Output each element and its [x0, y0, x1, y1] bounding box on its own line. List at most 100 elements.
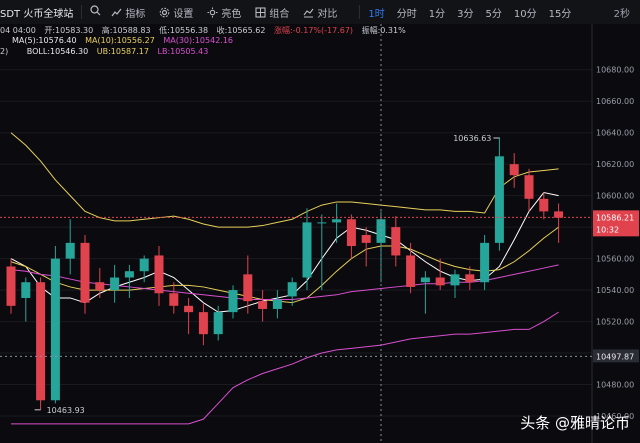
candle-body — [420, 277, 430, 283]
candle-body — [21, 282, 31, 298]
interval-15m[interactable]: 15分 — [548, 8, 572, 20]
info-ma5: MA(5):10576.40 — [12, 36, 77, 45]
candle-body — [509, 164, 519, 176]
annotation-low: 10463.93 — [47, 406, 85, 415]
settings-label: 设置 — [173, 8, 194, 20]
candle-body — [539, 198, 549, 212]
candle-down — [36, 277, 46, 410]
layout-button[interactable]: 组合 — [255, 5, 289, 20]
last-price-value: 10586.21 — [596, 213, 634, 222]
price-countdown: 10:32 — [596, 225, 619, 234]
toolbar-divider — [359, 5, 361, 19]
chart-background — [0, 24, 640, 443]
candle-body — [317, 222, 327, 224]
candle-body — [272, 299, 282, 309]
toolbar-divider — [81, 5, 83, 19]
candle-body — [494, 156, 504, 243]
candle-body — [228, 290, 238, 313]
candle-down — [184, 297, 194, 335]
settings-button[interactable]: 设置 — [159, 5, 193, 20]
candle-down — [391, 216, 401, 267]
candle-body — [480, 242, 490, 283]
last-price-tag — [593, 210, 639, 237]
watermark-text: 头条 @雅晴论币 — [520, 414, 630, 432]
axis-tags: 10586.21 10:32 10497.87 — [593, 210, 639, 363]
interval-1m[interactable]: 1分 — [428, 8, 446, 20]
candle-body — [65, 242, 75, 259]
search-icon[interactable] — [90, 5, 101, 19]
candle-up — [450, 269, 460, 298]
candle-up — [332, 203, 342, 243]
candle-up — [228, 285, 238, 319]
candle-body — [450, 274, 460, 286]
y-tick-label: 10680.00 — [596, 66, 634, 75]
candle-body — [80, 242, 90, 303]
candle-body — [198, 312, 208, 335]
interval-5m[interactable]: 5分 — [485, 8, 502, 20]
candle-body — [391, 227, 401, 256]
candle-body — [169, 293, 179, 306]
y-tick-label: 10640.00 — [596, 129, 634, 138]
price-chart[interactable]: 10460.0010480.0010500.0010520.0010540.00… — [0, 24, 640, 443]
info-high: 高:10588.83 — [101, 26, 151, 35]
interval-1h[interactable]: 1时 — [368, 8, 385, 20]
candle-up — [65, 219, 75, 275]
candle-down — [554, 203, 564, 243]
interval-timeline[interactable]: 分时 — [396, 8, 417, 20]
info-amplitude: 振幅:0.31% — [361, 26, 406, 35]
candle-body — [524, 175, 534, 199]
light-theme-button[interactable]: 亮色 — [207, 5, 241, 20]
candle-up — [124, 264, 134, 298]
candle-up — [21, 277, 31, 322]
candle-down — [346, 214, 356, 259]
candle-up — [302, 208, 312, 291]
y-tick-label: 10540.00 — [596, 286, 634, 295]
refresh-interval[interactable]: 2秒 — [613, 9, 630, 20]
series-line-lb — [11, 311, 559, 425]
y-tick-label: 10480.00 — [596, 381, 634, 390]
candle-up — [287, 277, 297, 306]
info-boll: BOLL:10546.30 — [26, 47, 89, 56]
candle-body — [213, 312, 223, 335]
info-row-boll: 2) BOLL:10546.30 UB:10587.17 LB:10505.43 — [0, 47, 208, 56]
candle-down — [258, 290, 268, 322]
gear-icon — [160, 7, 170, 17]
candle-body — [95, 282, 105, 291]
symbol-label[interactable]: SDT 火币全球站 — [0, 8, 74, 20]
indicator-icon — [111, 8, 122, 16]
candle-body — [332, 219, 342, 223]
indicator-button[interactable]: 指标 — [111, 5, 145, 20]
info-low: 低:10556.38 — [159, 26, 209, 35]
interval-3m[interactable]: 3分 — [457, 8, 474, 20]
info-prefix: 2) — [0, 47, 9, 56]
candle-up — [110, 264, 120, 303]
sun-icon — [207, 7, 218, 17]
info-ma10: MA(10):10556.27 — [85, 36, 155, 45]
candle-down — [465, 266, 475, 291]
candle-body — [376, 219, 386, 243]
info-lb: LB:10505.43 — [157, 47, 209, 56]
crosshair-price-tag — [593, 349, 639, 363]
candle-up — [420, 271, 430, 314]
candle-body — [346, 219, 356, 247]
candle-down — [406, 242, 416, 294]
info-row-ma: MA(5):10576.40 MA(10):10556.27 MA(30):10… — [0, 36, 233, 45]
candle-body — [243, 274, 253, 302]
series-line-ub — [10, 132, 559, 228]
candle-up — [139, 255, 149, 283]
candle-down — [154, 246, 164, 306]
compare-icon — [303, 8, 314, 17]
annotation-high: 10636.63 — [453, 134, 491, 143]
candle-up — [480, 235, 490, 291]
candle-down — [509, 153, 519, 188]
info-row-ohlc: 04 04:00 开:10583.30 高:10588.83 低:10556.3… — [0, 25, 406, 36]
interval-10m[interactable]: 10分 — [513, 8, 537, 20]
candle-up — [317, 214, 327, 291]
candle-body — [465, 274, 475, 283]
compare-button[interactable]: 对比 — [303, 5, 337, 20]
y-tick-label: 10620.00 — [596, 160, 634, 169]
toolbar: SDT 火币全球站 指标 设置 亮色 组合 对比 1时 分时 1分 3分 5 — [0, 0, 640, 25]
candle-body — [287, 282, 297, 297]
info-close: 收:10565.62 — [216, 26, 266, 35]
